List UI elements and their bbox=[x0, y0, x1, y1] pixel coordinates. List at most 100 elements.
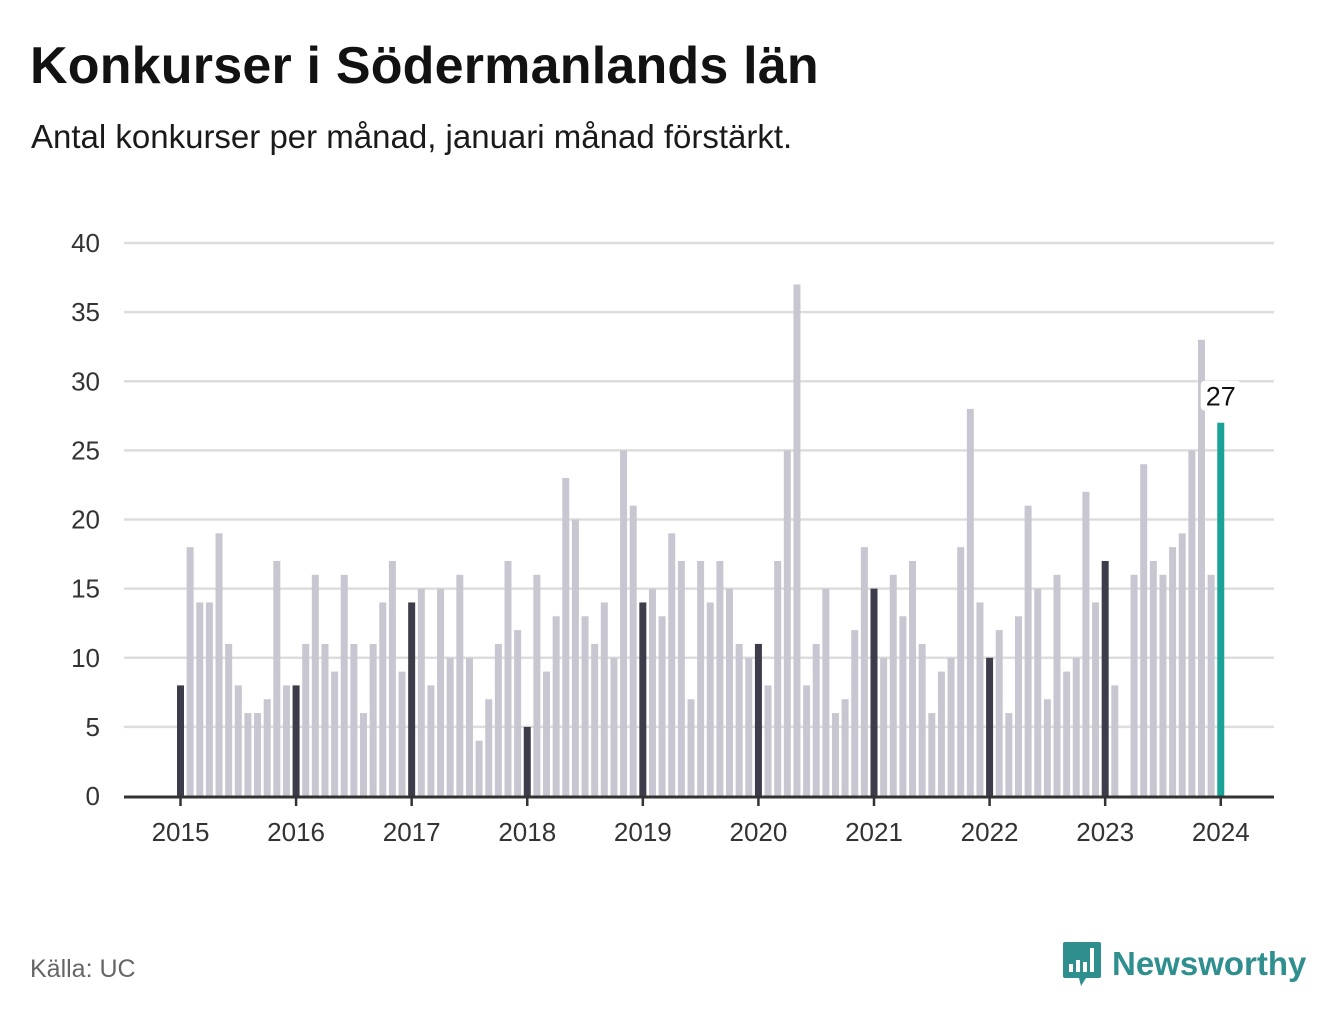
bar bbox=[485, 699, 493, 796]
bar bbox=[475, 740, 483, 796]
bar bbox=[1034, 588, 1042, 796]
bar bbox=[648, 588, 656, 796]
bar bbox=[1188, 450, 1196, 796]
y-axis-ticks: 0 5 10 15 20 25 30 35 40 bbox=[71, 228, 100, 811]
bar bbox=[899, 616, 907, 796]
data-label: 27 bbox=[1206, 382, 1236, 412]
bar bbox=[1197, 339, 1205, 796]
y-tick-label: 25 bbox=[71, 435, 100, 465]
bar bbox=[889, 574, 897, 796]
brand-name: Newsworthy bbox=[1112, 945, 1307, 982]
bar bbox=[408, 602, 416, 796]
bar bbox=[822, 588, 830, 796]
bar bbox=[928, 713, 936, 796]
bar bbox=[783, 450, 791, 796]
bar bbox=[369, 643, 377, 796]
chart-subtitle: Antal konkurser per månad, januari månad… bbox=[31, 118, 793, 155]
bar bbox=[350, 643, 358, 796]
bar bbox=[957, 547, 965, 796]
bar bbox=[706, 602, 714, 796]
x-tick-label: 2021 bbox=[845, 817, 903, 847]
x-tick-label: 2017 bbox=[383, 817, 441, 847]
bar bbox=[205, 602, 213, 796]
bar bbox=[1014, 616, 1022, 796]
bar bbox=[1169, 547, 1177, 796]
bar bbox=[918, 643, 926, 796]
bar bbox=[1063, 671, 1071, 796]
bar bbox=[909, 560, 917, 796]
bar bbox=[976, 602, 984, 796]
x-tick-label: 2015 bbox=[152, 817, 210, 847]
bar bbox=[841, 699, 849, 796]
bar bbox=[523, 726, 531, 796]
bar bbox=[215, 533, 223, 796]
bar bbox=[1072, 657, 1080, 796]
bar bbox=[716, 560, 724, 796]
bar bbox=[1140, 464, 1148, 796]
bar bbox=[282, 685, 290, 796]
bar bbox=[321, 643, 329, 796]
bar bbox=[851, 630, 859, 796]
annotation-background bbox=[1200, 380, 1241, 411]
bar bbox=[311, 574, 319, 796]
y-tick-label: 15 bbox=[71, 574, 100, 604]
bar bbox=[793, 284, 801, 796]
y-tick-label: 40 bbox=[71, 228, 100, 258]
bar bbox=[677, 560, 685, 796]
bar bbox=[388, 560, 396, 796]
bar bbox=[360, 713, 368, 796]
bar bbox=[273, 560, 281, 796]
bar bbox=[687, 699, 695, 796]
bar bbox=[1101, 560, 1109, 796]
bar bbox=[870, 588, 878, 796]
bar bbox=[581, 616, 589, 796]
bar bbox=[745, 657, 753, 796]
bar bbox=[514, 630, 522, 796]
bar bbox=[754, 643, 762, 796]
bar bbox=[244, 713, 252, 796]
bar bbox=[1043, 699, 1051, 796]
bar bbox=[995, 630, 1003, 796]
bar bbox=[937, 671, 945, 796]
bar bbox=[225, 643, 233, 796]
bar bbox=[639, 602, 647, 796]
annotation: 27 bbox=[1200, 380, 1241, 412]
y-tick-label: 20 bbox=[71, 505, 100, 535]
bar bbox=[880, 657, 888, 796]
bar-chart-speech-icon bbox=[1063, 942, 1101, 986]
bar bbox=[860, 547, 868, 796]
bar bbox=[504, 560, 512, 796]
bar bbox=[1092, 602, 1100, 796]
bar bbox=[1159, 574, 1167, 796]
bar bbox=[803, 685, 811, 796]
bar bbox=[726, 588, 734, 796]
bar bbox=[1053, 574, 1061, 796]
bar bbox=[1111, 685, 1119, 796]
source-label: Källa: UC bbox=[30, 955, 136, 983]
bar bbox=[186, 547, 194, 796]
bar bbox=[456, 574, 464, 796]
bar bbox=[571, 519, 579, 796]
bar bbox=[1005, 713, 1013, 796]
bar bbox=[629, 505, 637, 796]
bar bbox=[764, 685, 772, 796]
bar bbox=[1217, 422, 1225, 796]
bar bbox=[552, 616, 560, 796]
x-axis-ticks: 2015 2016 2017 2018 2019 2020 2021 2022 2023 2024 bbox=[152, 797, 1250, 847]
bar bbox=[177, 685, 184, 796]
bar bbox=[600, 602, 608, 796]
bar bbox=[774, 560, 782, 796]
bar bbox=[437, 588, 445, 796]
bar bbox=[196, 602, 204, 796]
bar bbox=[1082, 491, 1090, 796]
bar bbox=[562, 478, 570, 796]
y-tick-label: 0 bbox=[86, 781, 100, 811]
x-tick-label: 2024 bbox=[1192, 817, 1250, 847]
x-tick-label: 2018 bbox=[498, 817, 556, 847]
bar bbox=[398, 671, 406, 796]
bar bbox=[234, 685, 242, 796]
bar bbox=[591, 643, 599, 796]
chart-title: Konkurser i Södermanlands län bbox=[30, 37, 819, 95]
x-tick-label: 2019 bbox=[614, 817, 672, 847]
